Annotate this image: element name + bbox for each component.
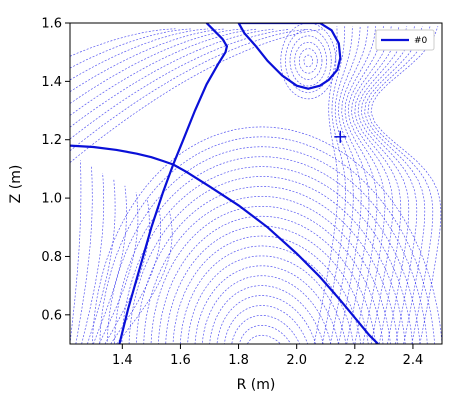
flux-contour — [289, 35, 327, 87]
flux-contour — [81, 172, 105, 344]
flux-contour — [351, 26, 394, 344]
flux-contour — [201, 275, 332, 344]
separatrix-lower-boundary — [172, 163, 379, 344]
x-axis-label: R (m) — [237, 377, 276, 393]
axes-frame — [69, 22, 443, 345]
x-tick-label: 2.0 — [286, 353, 307, 368]
flux-contour — [99, 136, 435, 344]
x-tick-label: 1.8 — [228, 353, 249, 368]
flux-contour — [70, 28, 258, 116]
axes-background — [70, 23, 442, 344]
flux-contour — [313, 26, 339, 344]
flux-contour — [70, 29, 323, 163]
x-tick-label: 1.6 — [170, 353, 191, 368]
separatrix-left-leg-to-top — [118, 23, 229, 344]
y-tick-label: 1.2 — [41, 133, 62, 148]
flux-contour — [70, 28, 225, 92]
y-axis-label: Z (m) — [8, 165, 24, 204]
flux-contour — [338, 26, 362, 344]
x-tick-label: 2.2 — [344, 353, 365, 368]
flux-contour — [280, 23, 337, 100]
flux-contour — [75, 166, 93, 344]
flux-contour — [70, 28, 241, 104]
flux-contour — [150, 205, 384, 344]
separatrix-lines — [70, 23, 379, 344]
y-tick-label: 0.6 — [41, 308, 62, 323]
y-axis-ticks: 0.6 0.8 1.0 1.2 1.4 1.6 — [41, 17, 70, 323]
separatrix-upper-loop — [237, 23, 342, 90]
flux-contour — [294, 41, 323, 80]
flux-contour — [179, 245, 354, 344]
flux-contour — [70, 28, 192, 69]
flux-contour — [298, 48, 318, 74]
y-tick-label: 1.4 — [41, 75, 62, 90]
flux-contour — [106, 146, 428, 344]
flux-contour — [165, 225, 369, 344]
flux-contour — [116, 211, 173, 344]
flux-contour — [158, 215, 377, 344]
flux-contour — [104, 198, 150, 344]
flux-contour — [70, 28, 209, 81]
y-tick-label: 1.0 — [41, 192, 62, 207]
x-tick-label: 1.4 — [112, 353, 133, 368]
flux-contour — [87, 179, 116, 344]
flux-contour — [303, 54, 314, 68]
flux-contour — [209, 285, 324, 344]
legend: #0 — [375, 29, 435, 51]
flux-contour — [98, 192, 139, 344]
flux-contour — [187, 255, 347, 344]
separatrix-upper-left-to-xpoint — [70, 144, 174, 166]
flux-contour — [238, 324, 292, 344]
flux-contour — [347, 26, 386, 344]
magnetic-axis-marker — [334, 130, 347, 143]
flux-contour — [110, 205, 162, 344]
flux-contour — [194, 265, 339, 344]
x-tick-label: 2.4 — [403, 353, 424, 368]
flux-contour-lines — [70, 23, 442, 344]
flux-contour — [128, 176, 406, 344]
flux-contour — [172, 235, 362, 344]
legend-entry-label: #0 — [414, 36, 428, 46]
flux-contour — [143, 195, 391, 344]
flux-contour — [136, 186, 399, 344]
y-tick-label: 1.6 — [41, 17, 62, 32]
flux-contour — [231, 315, 300, 344]
y-tick-label: 0.8 — [41, 250, 62, 265]
flux-contour — [70, 28, 307, 152]
flux-contour — [114, 156, 421, 344]
flux-contour — [92, 185, 127, 344]
x-axis-ticks: 1.4 1.6 1.8 2.0 2.2 2.4 — [112, 344, 423, 368]
flux-contour — [216, 295, 316, 344]
flux-contour — [70, 28, 274, 128]
flux-contour — [285, 29, 332, 93]
flux-contour — [70, 28, 176, 57]
